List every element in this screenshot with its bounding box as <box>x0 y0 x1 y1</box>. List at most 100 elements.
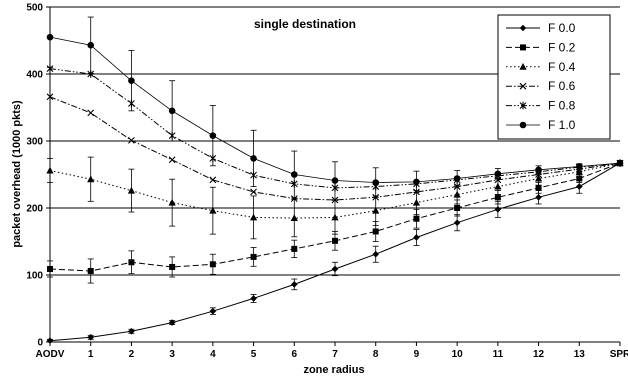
data-point <box>250 155 257 162</box>
data-point <box>47 265 53 272</box>
data-point <box>494 194 501 201</box>
data-point <box>535 184 542 191</box>
data-point <box>331 213 339 221</box>
x-tick-label: 11 <box>493 349 504 360</box>
data-point <box>494 206 502 213</box>
y-tick-label: 200 <box>26 204 43 215</box>
data-point <box>372 228 379 235</box>
data-point <box>454 205 461 211</box>
data-point <box>291 245 298 252</box>
data-point <box>575 168 583 175</box>
x-tick-label: AODV <box>36 349 65 360</box>
x-tick-label: 6 <box>292 349 298 360</box>
data-point <box>290 214 298 222</box>
legend-box <box>497 14 611 140</box>
x-tick-label: 2 <box>129 349 135 360</box>
x-tick-label: 1 <box>88 349 94 360</box>
legend-marker <box>520 44 526 51</box>
x-tick-label: 5 <box>251 349 257 360</box>
data-point <box>535 193 542 201</box>
data-point <box>576 175 583 182</box>
data-point <box>46 33 54 41</box>
x-tick-labels: AODV 1 2 3 4 5 6 7 8 9 10 11 12 13 SPR <box>36 349 628 360</box>
legend-entry: F 0.4 <box>548 60 576 74</box>
data-point <box>332 237 338 244</box>
chart-title: single destination <box>254 17 356 31</box>
data-point <box>128 259 135 266</box>
data-point <box>87 175 95 183</box>
data-point <box>494 170 502 178</box>
legend: F 0.0 F 0.2 F 0.4 F 0.6 F 0.8 F 1.0 <box>497 14 611 140</box>
data-point <box>87 109 95 117</box>
legend-marker <box>519 101 527 110</box>
data-point <box>209 307 217 315</box>
legend-entry: F 0.8 <box>548 99 576 113</box>
x-tick-label: SPR <box>610 349 628 360</box>
data-point <box>46 166 54 174</box>
data-point <box>535 166 542 174</box>
data-point <box>290 281 298 288</box>
data-series <box>46 6 624 344</box>
x-tick-label: 9 <box>414 349 420 360</box>
data-point <box>128 77 135 84</box>
y-tick-label: 100 <box>26 271 43 282</box>
data-point <box>575 163 583 170</box>
legend-marker <box>519 24 527 32</box>
data-point <box>250 253 257 260</box>
y-tick-label: 400 <box>26 70 43 81</box>
data-point <box>290 171 298 178</box>
x-tick-label: 12 <box>533 349 545 360</box>
series-line <box>49 162 621 219</box>
legend-entry: F 0.0 <box>548 21 576 35</box>
legend-entry: F 0.6 <box>548 79 576 93</box>
data-point <box>616 159 624 167</box>
data-point <box>87 41 95 49</box>
data-point <box>128 136 135 144</box>
y-tick-label: 500 <box>26 3 43 14</box>
data-point <box>413 215 420 222</box>
x-tick-label: 10 <box>452 349 464 360</box>
x-axis-label: zone radius <box>303 364 364 376</box>
data-point <box>372 206 380 214</box>
data-point <box>249 213 258 221</box>
y-tick-labels: 0 100 200 300 400 500 <box>26 3 43 349</box>
legend-marker <box>519 82 527 90</box>
x-tick-label: 4 <box>210 349 216 360</box>
legend-entry: F 1.0 <box>548 118 576 132</box>
data-point <box>168 198 176 206</box>
data-point <box>209 261 216 268</box>
data-point <box>209 176 217 184</box>
series-f-1-0 <box>46 6 624 200</box>
data-point <box>169 263 176 270</box>
data-point <box>209 206 217 214</box>
data-point <box>250 188 257 196</box>
data-point <box>331 196 339 204</box>
data-point <box>250 295 257 302</box>
x-tick-label: 3 <box>169 349 175 360</box>
data-point <box>575 183 583 190</box>
data-point <box>331 265 339 273</box>
series-f-0-0 <box>46 159 624 344</box>
data-point <box>372 250 380 258</box>
data-point <box>453 190 461 198</box>
data-point <box>168 156 176 164</box>
data-point <box>453 219 461 227</box>
x-tick-label: 13 <box>574 349 586 360</box>
data-point <box>209 132 217 139</box>
y-axis-label: packet overhead (1000 pkts) <box>11 100 23 248</box>
data-point <box>127 186 136 194</box>
data-point <box>46 337 54 344</box>
data-point <box>534 174 543 182</box>
data-point <box>128 327 135 335</box>
x-tick-label: 8 <box>373 349 379 360</box>
data-point <box>413 234 420 241</box>
x-tick-label: 7 <box>332 349 338 360</box>
y-tick-label: 0 <box>37 338 43 349</box>
data-point <box>168 107 176 115</box>
data-point <box>168 319 176 326</box>
data-point <box>372 179 380 186</box>
data-point <box>87 334 95 341</box>
data-point <box>494 182 502 190</box>
data-point <box>331 177 339 184</box>
